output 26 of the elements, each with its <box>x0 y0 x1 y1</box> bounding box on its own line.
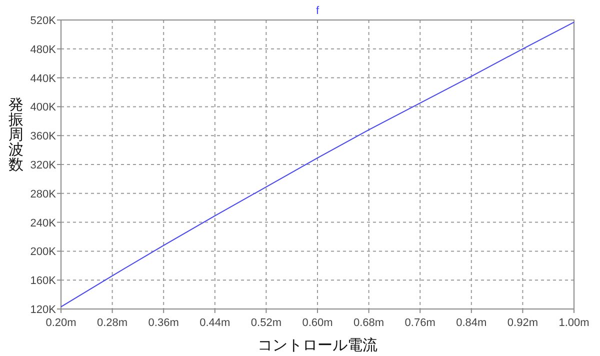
y-tick-label: 240K <box>30 217 57 230</box>
y-tick-label: 440K <box>30 72 57 85</box>
text: f <box>316 5 320 17</box>
line-series <box>60 22 574 308</box>
y-tick-label: 520K <box>30 15 57 27</box>
y-axis-title: 発振周波数 <box>8 96 24 174</box>
y-tick-label: 160K <box>30 275 57 288</box>
x-tick-label: 0.60m <box>302 317 333 329</box>
y-tick-label: 280K <box>30 188 57 200</box>
y-tick-label: 320K <box>30 160 57 172</box>
x-tick-label: 0.52m <box>250 317 282 329</box>
x-tick-label: 0.92m <box>507 317 538 329</box>
x-axis-title: コントロール電流 <box>258 337 378 354</box>
x-tick-label: 0.36m <box>148 317 179 329</box>
x-tick-label: 0.20m <box>46 317 76 329</box>
x-tick-label: 0.68m <box>354 317 384 329</box>
x-tick-label: 0.44m <box>200 317 230 329</box>
y-tick-label: 480K <box>30 44 57 56</box>
x-tick-label: 0.76m <box>404 317 436 329</box>
x-tick-label: 0.28m <box>97 317 128 329</box>
y-tick-label: 120K <box>30 304 57 316</box>
y-tick-label: 400K <box>30 102 57 114</box>
y-tick-label: 360K <box>30 130 57 143</box>
x-tick-label: 0.84m <box>456 317 487 329</box>
x-tick-label: 1.00m <box>558 317 590 329</box>
y-tick-label: 200K <box>30 246 57 258</box>
